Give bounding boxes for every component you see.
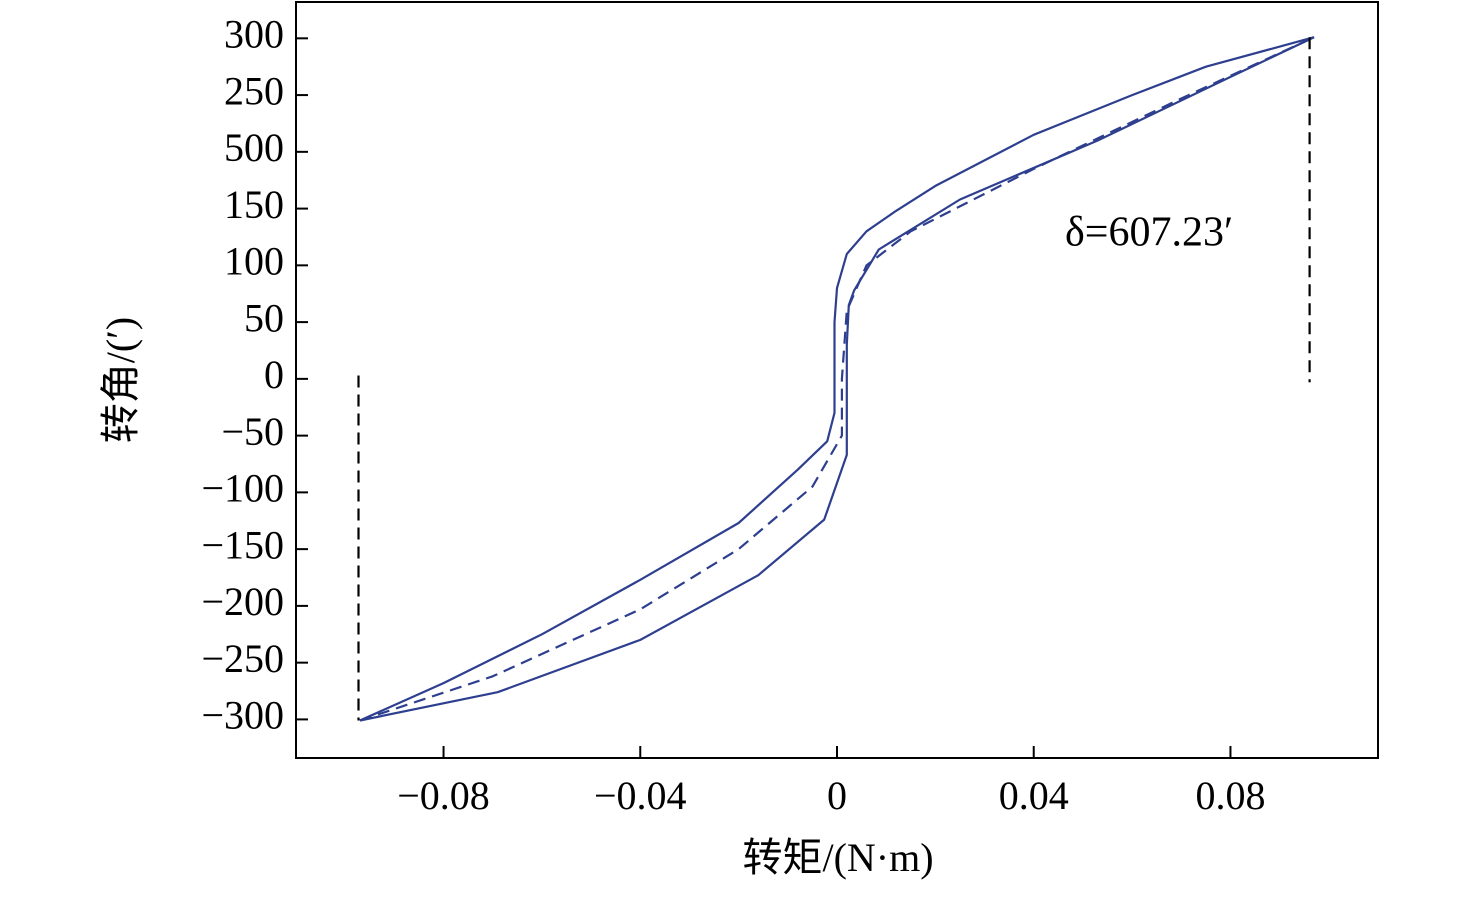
x-tick-label: −0.04 [594, 773, 687, 818]
y-tick-label: −300 [201, 693, 284, 738]
y-tick-label: 250 [224, 68, 284, 113]
x-tick-label: 0 [827, 773, 847, 818]
x-tick-label: 0.04 [999, 773, 1069, 818]
y-tick-label: 50 [244, 295, 284, 340]
series-line [359, 36, 1315, 722]
y-tick-label: −150 [201, 522, 284, 567]
series-line [359, 36, 1315, 722]
y-tick-label: −50 [221, 409, 284, 454]
x-tick-label: 0.08 [1195, 773, 1265, 818]
y-tick-label: 0 [264, 352, 284, 397]
y-tick-label: 500 [224, 125, 284, 170]
y-tick-label: 300 [224, 11, 284, 56]
y-tick-label: 150 [224, 182, 284, 227]
y-tick-label: −250 [201, 636, 284, 681]
annotation: δ=607.23′ [1065, 210, 1233, 256]
plot-frame [295, 1, 1379, 759]
y-axis-label: 转角/(′) [98, 317, 143, 444]
y-tick-label: 100 [224, 239, 284, 284]
series-line [359, 36, 1315, 722]
y-tick-label: −100 [201, 466, 284, 511]
x-tick-label: −0.08 [397, 773, 490, 818]
x-axis-label: 转矩/(N·m) [742, 835, 933, 880]
y-tick-label: −200 [201, 579, 284, 624]
